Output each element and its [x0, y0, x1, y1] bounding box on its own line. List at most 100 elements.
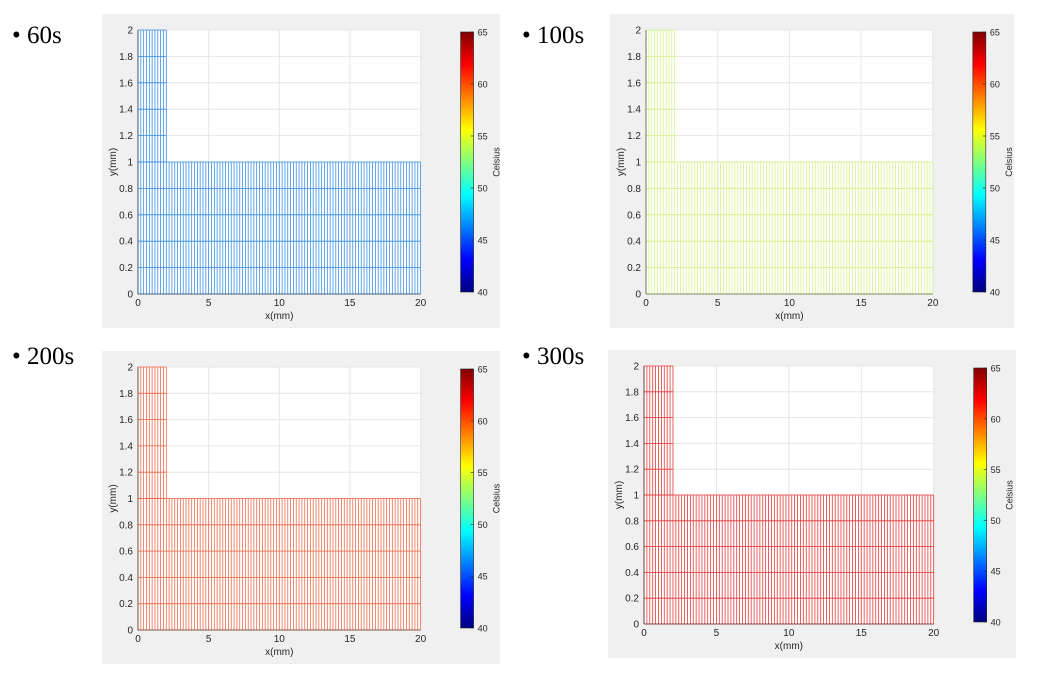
y-tick-label: 2 — [635, 26, 641, 37]
y-tick-label: 1.6 — [627, 78, 641, 89]
y-tick-label: 0.6 — [627, 210, 641, 221]
y-tick-label: 1.4 — [627, 105, 641, 116]
y-tick-label: 0.2 — [627, 263, 641, 274]
heatmap-panel-100s: 0 5 10 15 20 0 0.2 0.4 0.6 0.8 1 1.2 1.4 1.6 1.8 2 x(mm)… — [610, 14, 1014, 328]
heatmap-panel-300s: 0 5 10 15 20 0 0.2 0.4 0.6 0.8 1 1.2 1.4 1.6 1.8 2 x(mm)… — [608, 350, 1016, 658]
colorbar-tick-label: 65 — [991, 364, 1001, 374]
colorbar-label: Celsius — [492, 483, 500, 513]
y-tick-label: 0.2 — [119, 599, 133, 610]
colorbar-tick-label: 55 — [991, 465, 1001, 475]
y-tick-label: 0.6 — [625, 542, 639, 553]
colorbar-label: Celsius — [1005, 480, 1015, 510]
y-tick-label: 0.8 — [625, 516, 639, 527]
time-label-200s: • 200s — [12, 343, 75, 370]
y-tick-label: 0.4 — [119, 237, 133, 248]
time-label-300s: • 300s — [522, 343, 585, 370]
heatmap-chart-svg: 0 5 10 15 20 0 0.2 0.4 0.6 0.8 1 1.2 1.4 1.6 1.8 2 x(mm)… — [614, 362, 1015, 653]
x-tick-label: 5 — [714, 628, 720, 639]
x-tick-label: 0 — [135, 634, 141, 645]
y-axis-label: y(mm) — [108, 148, 119, 176]
x-tick-label: 0 — [643, 298, 649, 309]
y-tick-label: 1.4 — [119, 105, 133, 116]
y-tick-label: 1.6 — [625, 413, 639, 424]
colorbar-tick-label: 40 — [990, 288, 1000, 298]
x-tick-label: 10 — [784, 298, 796, 309]
heatmap-panel-200s: 0 5 10 15 20 0 0.2 0.4 0.6 0.8 1 1.2 1.4 1.6 1.8 2 x(mm)… — [102, 351, 500, 664]
x-tick-label: 10 — [783, 628, 795, 639]
colorbar-tick-label: 50 — [478, 520, 488, 530]
y-tick-label: 2 — [127, 26, 133, 37]
colorbar-tick-label: 60 — [990, 80, 1000, 90]
y-tick-label: 0 — [633, 620, 639, 631]
x-tick-label: 10 — [274, 298, 286, 309]
y-axis-label: y(mm) — [616, 148, 627, 176]
y-tick-label: 1.2 — [625, 465, 639, 476]
y-tick-label: 1.6 — [119, 415, 133, 426]
heatmap-panel-60s: 0 5 10 15 20 0 0.2 0.4 0.6 0.8 1 1.2 1.4 1.6 1.8 2 x(mm)… — [102, 14, 500, 328]
y-tick-label: 1.2 — [119, 468, 133, 479]
colorbar-tick-label: 50 — [990, 184, 1000, 194]
y-tick-label: 0.2 — [119, 263, 133, 274]
y-tick-label: 0.8 — [627, 184, 641, 195]
colorbar-tick-label: 45 — [991, 567, 1001, 577]
colorbar-tick-label: 55 — [990, 132, 1000, 142]
y-tick-label: 1.2 — [119, 131, 133, 142]
y-tick-label: 1.6 — [119, 78, 133, 89]
y-tick-label: 1 — [633, 491, 639, 502]
heatmap-chart-svg: 0 5 10 15 20 0 0.2 0.4 0.6 0.8 1 1.2 1.4 1.6 1.8 2 x(mm)… — [108, 363, 500, 659]
colorbar-tick-label: 40 — [478, 288, 488, 298]
y-axis-label: y(mm) — [614, 481, 625, 509]
x-axis-label: x(mm) — [775, 641, 803, 652]
y-tick-label: 1.4 — [625, 439, 639, 450]
y-tick-label: 0.4 — [627, 237, 641, 248]
x-tick-label: 0 — [135, 298, 141, 309]
colorbar — [973, 367, 987, 623]
colorbar-tick-label: 45 — [478, 236, 488, 246]
colorbar — [460, 31, 474, 293]
x-tick-label: 15 — [344, 634, 356, 645]
x-axis-label: x(mm) — [265, 647, 293, 658]
x-tick-label: 5 — [715, 298, 721, 309]
mesh-group — [643, 365, 935, 625]
y-tick-label: 0.6 — [119, 210, 133, 221]
y-tick-label: 0.4 — [119, 573, 133, 584]
y-tick-label: 0.8 — [119, 184, 133, 195]
colorbar-tick-label: 45 — [478, 572, 488, 582]
mesh-group — [645, 29, 934, 295]
x-tick-label: 20 — [927, 298, 939, 309]
colorbar-tick-label: 50 — [478, 184, 488, 194]
colorbar-label: Celsius — [1004, 147, 1014, 177]
colorbar-tick-label: 40 — [478, 624, 488, 634]
y-tick-label: 0 — [127, 290, 133, 301]
y-axis-label: y(mm) — [108, 484, 119, 512]
y-tick-label: 0 — [635, 290, 641, 301]
x-tick-label: 15 — [856, 298, 868, 309]
y-tick-label: 1.4 — [119, 441, 133, 452]
time-label-100s: • 100s — [522, 22, 585, 49]
x-tick-label: 0 — [641, 628, 647, 639]
y-tick-label: 1 — [635, 158, 641, 169]
colorbar-tick-label: 45 — [990, 236, 1000, 246]
colorbar-tick-label: 65 — [478, 365, 488, 375]
x-tick-label: 20 — [415, 298, 427, 309]
colorbar-tick-label: 55 — [478, 132, 488, 142]
x-tick-label: 5 — [206, 634, 212, 645]
heatmap-chart-svg: 0 5 10 15 20 0 0.2 0.4 0.6 0.8 1 1.2 1.4 1.6 1.8 2 x(mm)… — [108, 26, 500, 323]
x-tick-label: 5 — [206, 298, 212, 309]
y-tick-label: 0.4 — [625, 568, 639, 579]
colorbar-label: Celsius — [492, 147, 500, 177]
colorbar — [460, 368, 474, 629]
mesh-group — [137, 366, 421, 631]
y-tick-label: 0 — [127, 626, 133, 637]
y-tick-label: 1 — [127, 158, 133, 169]
y-tick-label: 0.2 — [625, 594, 639, 605]
mesh-group — [137, 29, 421, 295]
y-tick-label: 0.6 — [119, 547, 133, 558]
y-tick-label: 1.8 — [119, 52, 133, 63]
y-tick-label: 0.8 — [119, 520, 133, 531]
x-tick-label: 10 — [274, 634, 286, 645]
y-tick-label: 1.8 — [625, 387, 639, 398]
y-tick-label: 2 — [633, 362, 639, 373]
colorbar-tick-label: 55 — [478, 468, 488, 478]
y-tick-label: 1 — [127, 494, 133, 505]
